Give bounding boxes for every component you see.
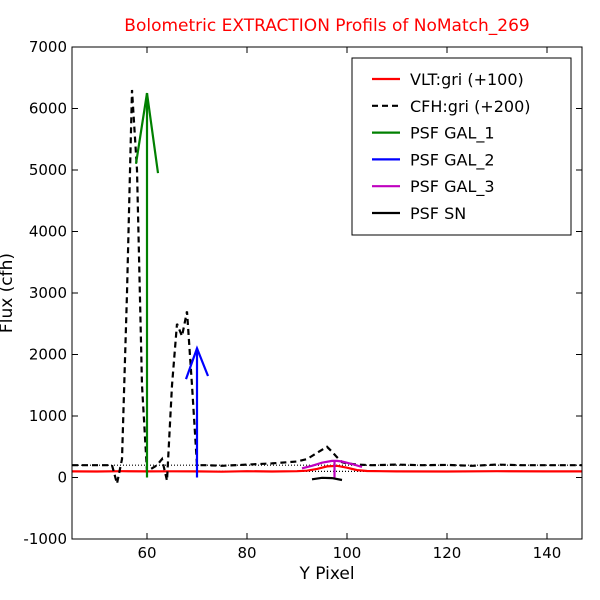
legend-label-1: CFH:gri (+200) [410,97,531,116]
series-5 [311,476,343,482]
x-axis-label: Y Pixel [298,564,354,584]
legend-label-4: PSF GAL_3 [410,177,495,197]
y-tick-label-8: 7000 [29,38,67,56]
series-1 [72,89,582,484]
series-arrowhead-2 [134,92,160,174]
y-tick-label-2: 1000 [29,407,67,425]
series-line-1 [72,89,582,484]
series-arrowhead-3 [184,345,210,380]
legend-label-3: PSF GAL_2 [410,150,495,170]
y-tick-label-5: 4000 [29,223,67,241]
x-tick-label-2: 100 [333,544,362,562]
series-0 [72,464,582,473]
y-tick-label-7: 6000 [29,100,67,118]
series-3 [184,345,210,478]
legend-box [351,57,572,236]
y-tick-label-1: 0 [57,469,67,487]
series-2 [134,92,160,478]
legend-label-5: PSF SN [410,204,466,223]
y-tick-label-4: 3000 [29,284,67,302]
x-tick-label-1: 80 [237,544,256,562]
x-tick-label-4: 140 [533,544,562,562]
y-tick-label-0: -1000 [23,530,67,548]
legend: VLT:gri (+100) CFH:gri (+200) PSF GAL_1 PSF… [351,57,572,236]
x-tick-label-3: 120 [433,544,462,562]
legend-label-2: PSF GAL_1 [410,124,495,144]
series-line-0 [72,464,582,473]
series-4 [301,459,363,478]
y-tick-label-6: 5000 [29,161,67,179]
x-tick-label-0: 60 [137,544,156,562]
y-axis-label: Flux (cfh) [0,253,17,333]
chart-title: Bolometric EXTRACTION Profils of NoMatch… [124,16,529,36]
legend-label-0: VLT:gri (+100) [410,70,524,89]
series-line-5 [311,476,343,482]
y-tick-label-3: 2000 [29,346,67,364]
